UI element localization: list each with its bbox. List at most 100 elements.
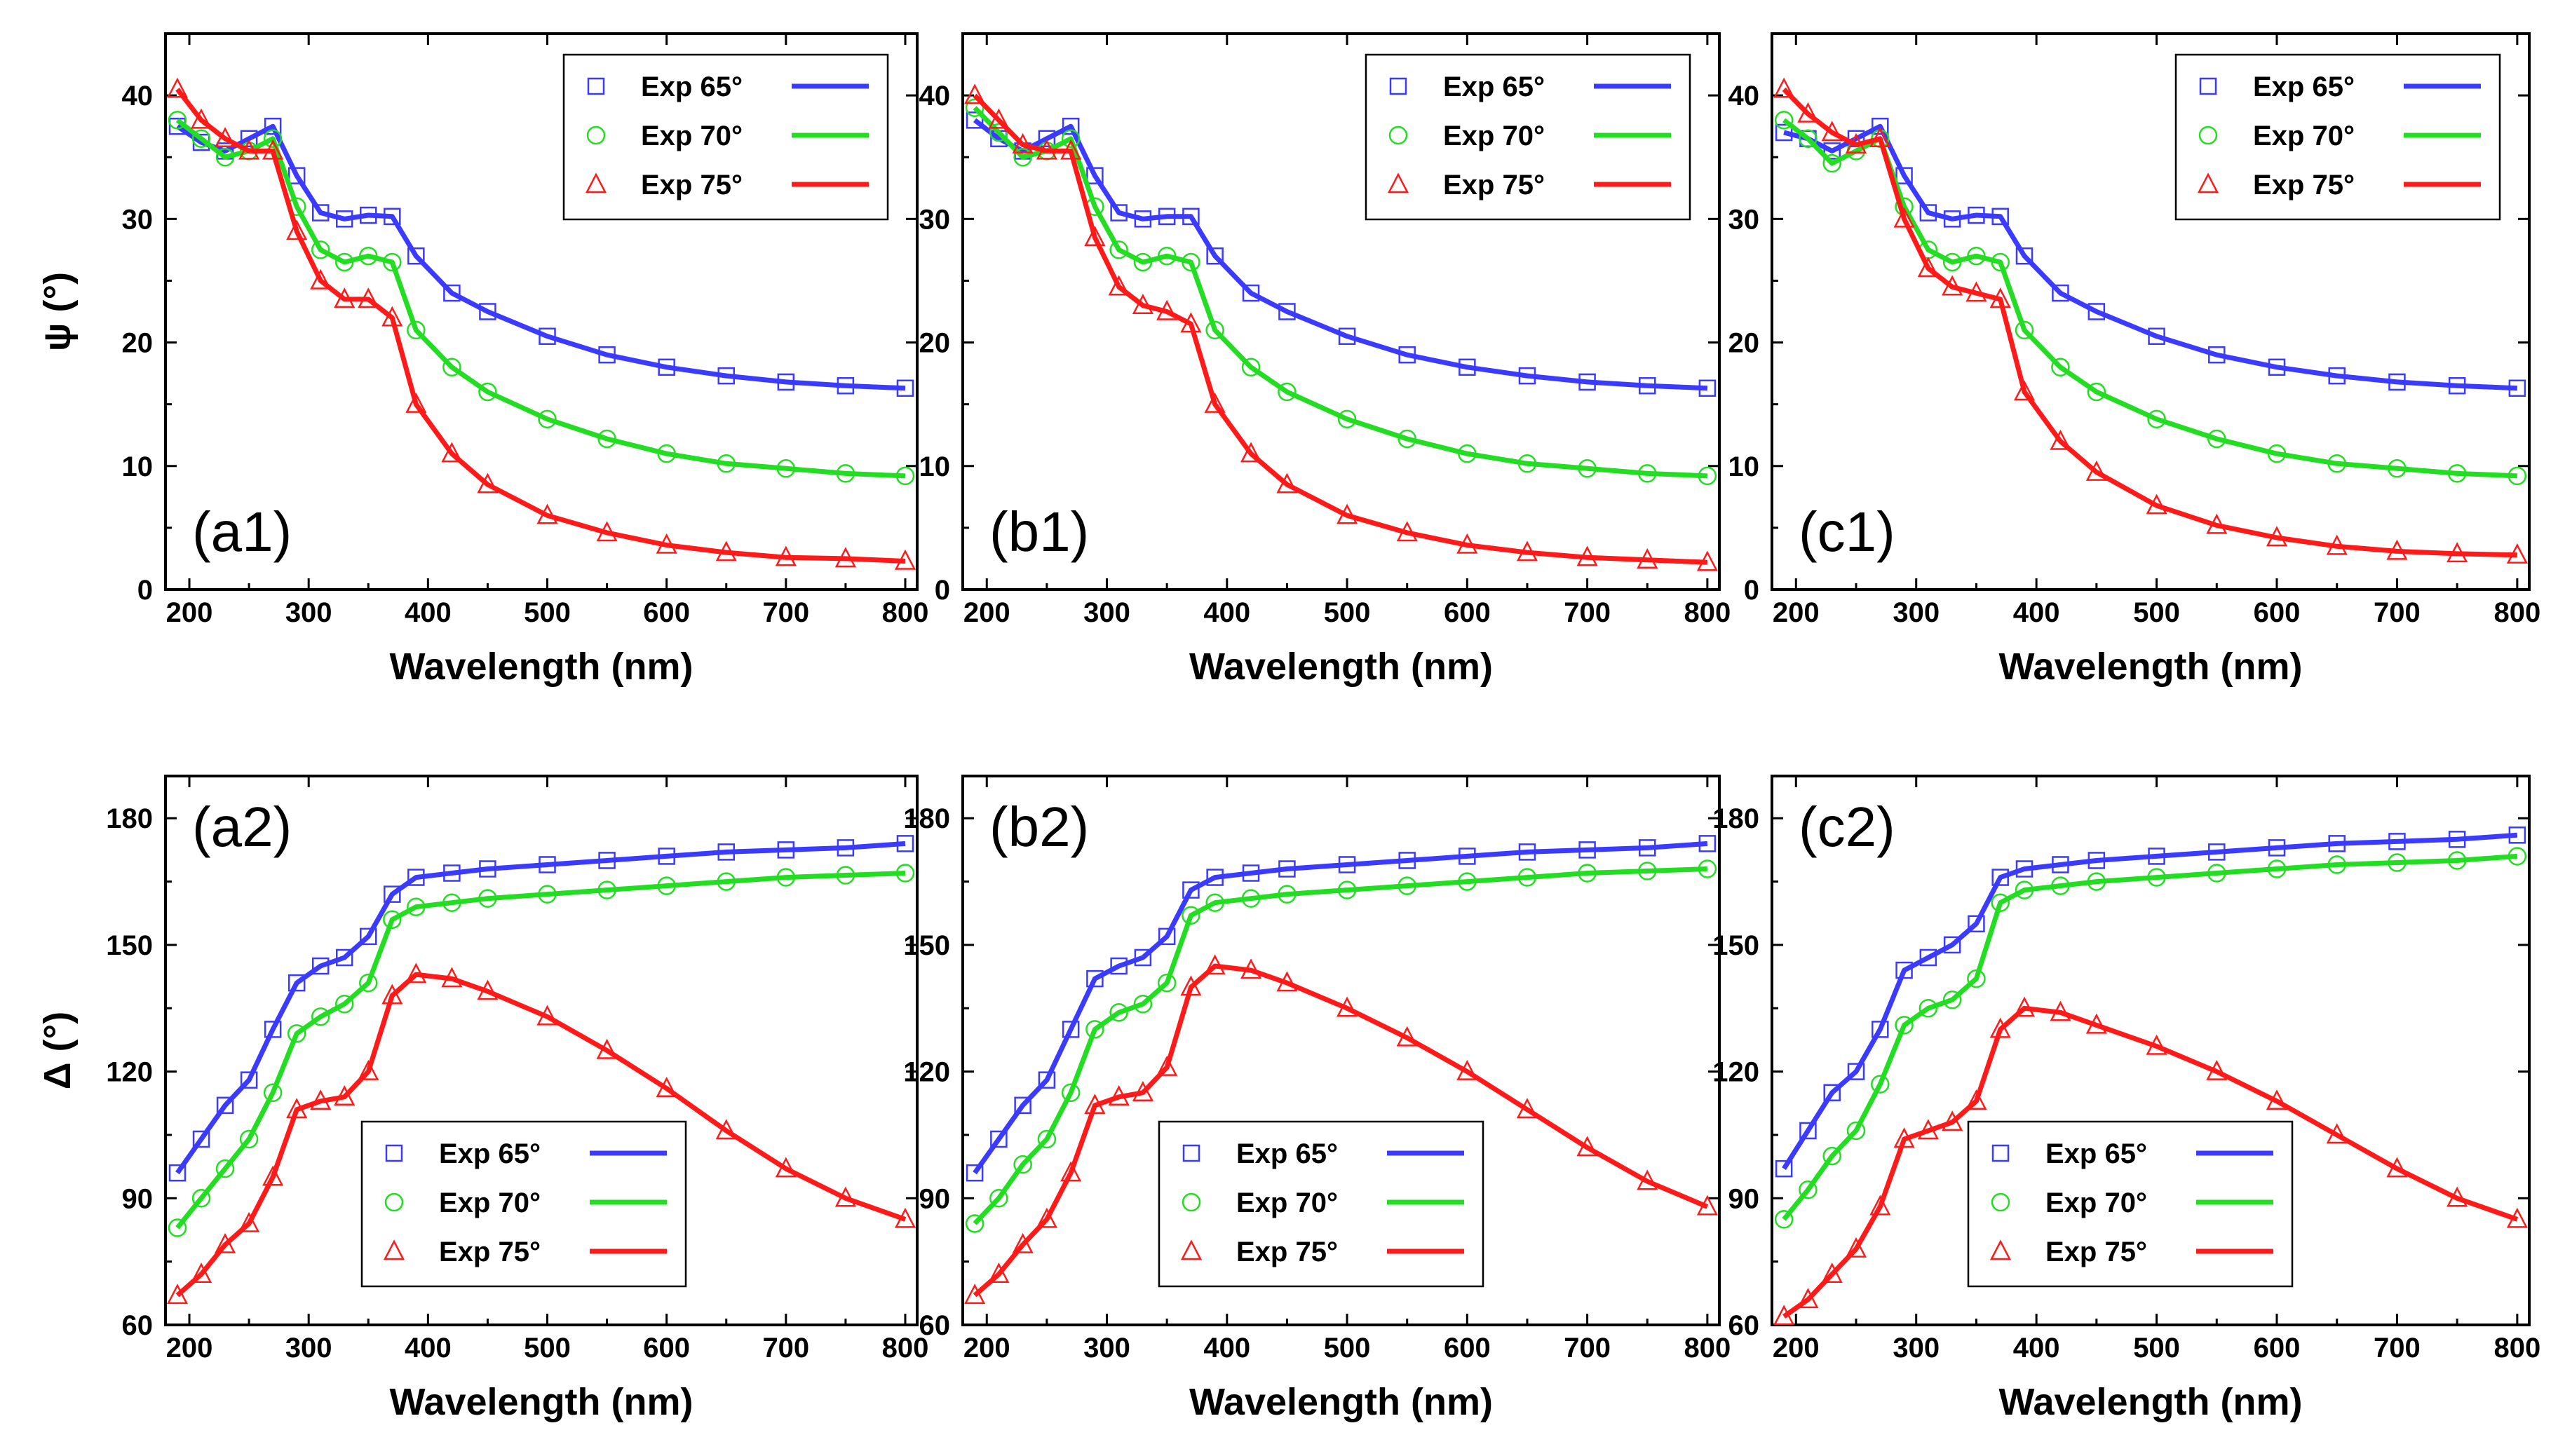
triangle-marker bbox=[1869, 127, 1891, 148]
x-tick-label: 200 bbox=[963, 597, 1010, 628]
square-marker bbox=[2052, 284, 2069, 302]
square-marker bbox=[335, 948, 353, 967]
x-tick-label: 600 bbox=[1444, 597, 1491, 628]
triangle-marker bbox=[238, 1211, 260, 1232]
square-marker bbox=[1086, 969, 1104, 988]
square-marker bbox=[1398, 346, 1416, 364]
x-axis-label: Wavelength (nm) bbox=[1998, 646, 2302, 688]
circle-marker bbox=[1109, 1003, 1128, 1022]
square-marker bbox=[1182, 207, 1200, 226]
triangle-marker bbox=[286, 1098, 308, 1119]
circle-marker bbox=[1157, 973, 1177, 993]
circle-marker bbox=[965, 98, 984, 117]
x-axis-label: Wavelength (nm) bbox=[389, 1381, 693, 1423]
triangle-marker bbox=[381, 984, 403, 1005]
plot-frame bbox=[961, 775, 1721, 1326]
square-marker bbox=[2508, 379, 2526, 397]
square-marker bbox=[2208, 346, 2226, 364]
triangle-marker bbox=[1060, 139, 1082, 160]
fit-line bbox=[1782, 118, 2518, 479]
circle-marker bbox=[311, 1007, 330, 1026]
square-marker bbox=[2015, 247, 2033, 265]
triangle-marker bbox=[310, 268, 332, 290]
square-marker bbox=[1895, 961, 1913, 979]
triangle-marker bbox=[2013, 380, 2036, 401]
legend-label: Exp 75° bbox=[1443, 170, 1545, 200]
fit-line bbox=[973, 963, 1709, 1298]
circle-marker bbox=[989, 1189, 1008, 1208]
square-marker bbox=[2508, 826, 2526, 844]
triangle-marker bbox=[1989, 287, 2011, 308]
square-marker bbox=[1943, 210, 1961, 228]
panel-a2: 200 300 400 500 600 700 800 60 90 120 150 180 Wavele… bbox=[36, 775, 928, 1423]
square-marker bbox=[1638, 376, 1656, 395]
triangle-marker bbox=[1821, 121, 1843, 142]
y-tick-label: 0 bbox=[137, 575, 153, 606]
triangle-marker bbox=[441, 967, 463, 988]
y-axis-label: ψ (°) bbox=[36, 272, 79, 351]
square-marker bbox=[1206, 869, 1224, 886]
circle-marker bbox=[191, 129, 211, 149]
square-marker bbox=[1086, 167, 1104, 184]
x-tick-label: 500 bbox=[2133, 597, 2180, 628]
circle-marker bbox=[1991, 252, 2010, 272]
circle-marker bbox=[215, 1159, 235, 1178]
square-marker bbox=[407, 247, 425, 265]
legend-label: Exp 75° bbox=[641, 170, 743, 200]
legend-label: Exp 70° bbox=[439, 1188, 541, 1218]
panel-label: (b1) bbox=[989, 501, 1089, 563]
x-tick-label: 600 bbox=[643, 1333, 690, 1363]
circle-marker bbox=[1278, 382, 1297, 402]
x-tick-label: 300 bbox=[1083, 1333, 1130, 1363]
square-marker bbox=[2015, 860, 2033, 878]
series-2 bbox=[1774, 847, 2527, 1229]
triangle-marker bbox=[834, 1186, 856, 1207]
triangle-marker bbox=[1696, 550, 1718, 571]
panel-label: (c1) bbox=[1799, 501, 1895, 563]
square-marker bbox=[1991, 1144, 2010, 1162]
circle-marker bbox=[1133, 994, 1153, 1014]
legend-label: Exp 70° bbox=[2253, 121, 2355, 151]
circle-marker bbox=[383, 910, 402, 930]
circle-marker bbox=[1085, 1020, 1104, 1039]
square-marker bbox=[1338, 327, 1356, 345]
y-tick-label: 30 bbox=[1728, 204, 1760, 235]
circle-marker bbox=[168, 1218, 187, 1237]
square-marker bbox=[539, 856, 556, 873]
triangle-marker bbox=[1060, 1161, 1082, 1182]
triangle-marker bbox=[166, 1284, 189, 1305]
circle-marker bbox=[168, 111, 187, 130]
square-marker bbox=[2087, 852, 2106, 869]
circle-marker bbox=[1991, 893, 2010, 912]
y-tick-label: 40 bbox=[1728, 81, 1760, 111]
x-tick-label: 500 bbox=[524, 1333, 571, 1363]
circle-marker bbox=[1846, 1121, 1866, 1141]
circle-marker bbox=[1241, 358, 1261, 377]
triangle-marker bbox=[1276, 472, 1298, 494]
circle-marker bbox=[1157, 246, 1177, 266]
fit-line bbox=[973, 118, 1708, 391]
triangle-marker bbox=[1240, 442, 1262, 463]
circle-marker bbox=[407, 897, 426, 916]
triangle-marker bbox=[656, 533, 677, 554]
square-marker bbox=[896, 835, 914, 852]
triangle-marker bbox=[405, 962, 427, 984]
square-marker bbox=[2328, 367, 2346, 385]
x-tick-label: 700 bbox=[1564, 597, 1611, 628]
x-tick-label: 800 bbox=[1684, 1333, 1731, 1363]
square-marker bbox=[1062, 117, 1080, 135]
triangle-marker bbox=[2326, 1123, 2348, 1144]
square-marker bbox=[287, 974, 306, 992]
triangle-marker bbox=[834, 547, 856, 568]
x-tick-label: 700 bbox=[762, 1333, 809, 1363]
triangle-marker bbox=[2206, 1059, 2228, 1080]
square-marker bbox=[1799, 1122, 1817, 1140]
triangle-marker bbox=[536, 1005, 558, 1026]
legend-label: Exp 70° bbox=[641, 121, 743, 151]
triangle-marker bbox=[988, 1263, 1010, 1283]
triangle-marker bbox=[1012, 132, 1034, 154]
square-marker bbox=[717, 843, 735, 861]
square-marker bbox=[1919, 204, 1937, 222]
y-tick-label: 30 bbox=[919, 204, 951, 235]
x-tick-label: 700 bbox=[762, 597, 809, 628]
